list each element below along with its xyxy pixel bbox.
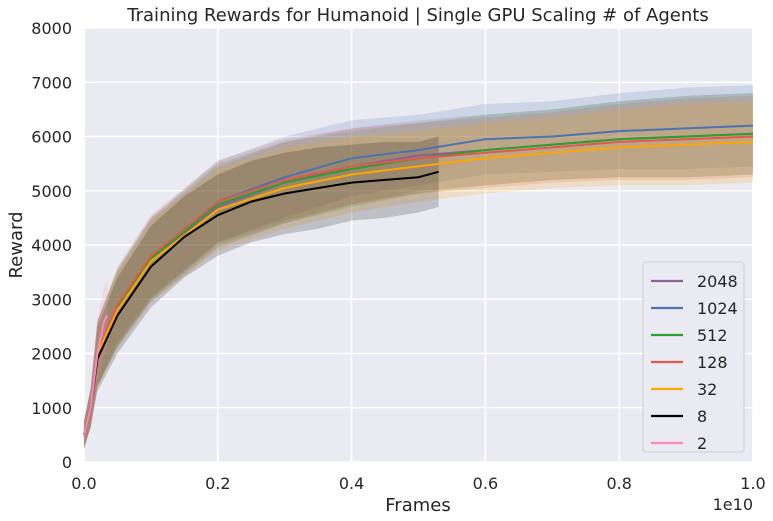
series-line-2: [83, 314, 109, 436]
x-tick-label: 0.2: [205, 474, 230, 493]
series-lines: [83, 124, 754, 436]
y-tick-label: 4000: [31, 236, 72, 255]
y-tick-label: 3000: [31, 290, 72, 309]
band-512: [84, 93, 753, 449]
y-tick-label: 8000: [31, 19, 72, 38]
y-axis-title: Reward: [6, 211, 27, 278]
legend: 2048 1024 512 128 32 8 2: [642, 261, 745, 453]
x-tick-label: 1.0: [740, 474, 765, 493]
y-tick-label: 5000: [31, 182, 72, 201]
y-tick-label: 1000: [31, 399, 72, 418]
legend-label-512: 512: [697, 326, 728, 345]
x-axis-title: Frames: [385, 495, 450, 516]
legend-box: [642, 261, 745, 453]
legend-label-32: 32: [697, 380, 717, 399]
band-32: [84, 101, 753, 449]
x-tick-label: 0.8: [606, 474, 631, 493]
y-tick-label: 2000: [31, 345, 72, 364]
x-tick-label: 0.6: [473, 474, 498, 493]
y-tick-label: 0: [62, 453, 72, 472]
chart-title: Training Rewards for Humanoid | Single G…: [126, 5, 708, 26]
y-axis-ticks: 0 1000 2000 3000 4000 5000 6000 7000 8000: [31, 19, 72, 472]
y-tick-label: 7000: [31, 73, 72, 92]
x-tick-label: 0.4: [339, 474, 364, 493]
band-1024: [84, 84, 753, 449]
legend-label-1024: 1024: [697, 299, 738, 318]
x-offset-label: 1e10: [713, 495, 753, 514]
band-2048: [84, 93, 753, 449]
series-line-32: [83, 140, 754, 436]
legend-label-128: 128: [697, 353, 728, 372]
band-8: [84, 136, 439, 449]
x-tick-label: 0.0: [71, 474, 96, 493]
legend-label-2048: 2048: [697, 272, 738, 291]
x-axis-ticks: 0.0 0.2 0.4 0.6 0.8 1.0: [71, 474, 765, 493]
legend-label-2: 2: [697, 434, 707, 453]
series-line-8: [83, 170, 439, 436]
grid: [83, 27, 754, 463]
band-128: [84, 95, 753, 449]
y-tick-label: 6000: [31, 128, 72, 147]
legend-label-8: 8: [697, 407, 707, 426]
